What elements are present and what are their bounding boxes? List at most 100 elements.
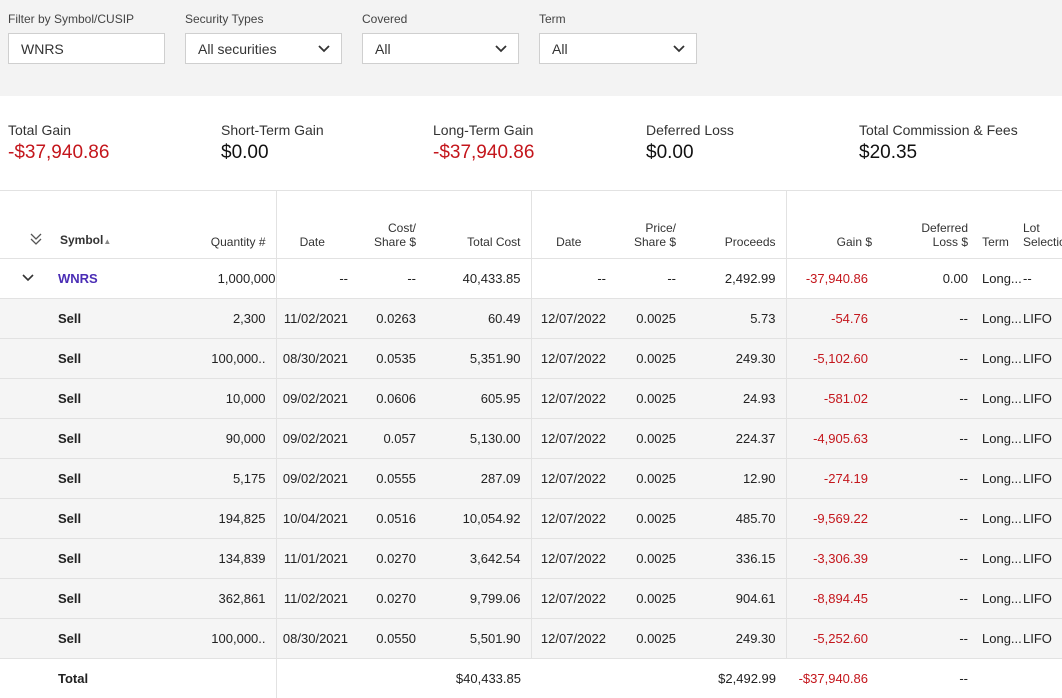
gain-cell: -9,569.22 bbox=[786, 499, 882, 539]
quantity-cell: 100,000.. bbox=[126, 619, 276, 659]
sold-date-cell: 12/07/2022 bbox=[531, 459, 616, 499]
covered-select[interactable]: All bbox=[362, 33, 519, 64]
total-cost-cell: 5,130.00 bbox=[426, 419, 531, 459]
price-share-header: Price/Share $ bbox=[616, 191, 686, 259]
proceeds-cell: 5.73 bbox=[686, 299, 786, 339]
transaction-type-cell: Sell bbox=[48, 339, 126, 379]
quantity-cell: 134,839 bbox=[126, 539, 276, 579]
symbol-link[interactable]: WNRS bbox=[58, 271, 98, 286]
gain-cell: -54.76 bbox=[786, 299, 882, 339]
total-cost-cell: 5,501.90 bbox=[426, 619, 531, 659]
transaction-type-cell: Sell bbox=[48, 579, 126, 619]
price-share-cell: 0.0025 bbox=[616, 339, 686, 379]
gain-cell: -3,306.39 bbox=[786, 539, 882, 579]
covered-value: All bbox=[375, 41, 391, 57]
lot-cell: -- bbox=[1023, 259, 1062, 299]
quantity-cell: 2,300 bbox=[126, 299, 276, 339]
total-label: Total bbox=[48, 659, 126, 698]
price-share-cell: 0.0025 bbox=[616, 299, 686, 339]
cost-share-cell: -- bbox=[358, 259, 426, 299]
symbol-column-header[interactable]: Symbol▲ bbox=[48, 191, 126, 259]
security-types-value: All securities bbox=[198, 41, 277, 57]
quantity-cell: 362,861 bbox=[126, 579, 276, 619]
term-cell: Long... bbox=[978, 299, 1023, 339]
sold-date-cell: 12/07/2022 bbox=[531, 379, 616, 419]
gain-cell: -37,940.86 bbox=[786, 259, 882, 299]
term-select[interactable]: All bbox=[539, 33, 697, 64]
price-share-cell: 0.0025 bbox=[616, 459, 686, 499]
lot-cell: LIFO bbox=[1023, 379, 1062, 419]
gain-total: -$37,940.86 bbox=[786, 659, 882, 698]
term-cell: Long... bbox=[978, 339, 1023, 379]
symbol-filter-input[interactable]: WNRS bbox=[8, 33, 165, 64]
security-types-filter: Security Types All securities bbox=[185, 12, 263, 26]
transaction-type-cell: Sell bbox=[48, 419, 126, 459]
price-share-cell: -- bbox=[616, 259, 686, 299]
sold-date-cell: 12/07/2022 bbox=[531, 619, 616, 659]
term-header: Term bbox=[978, 191, 1023, 259]
acquired-date-cell: 10/04/2021 bbox=[276, 499, 358, 539]
quantity-cell: 10,000 bbox=[126, 379, 276, 419]
transaction-type-cell: Sell bbox=[48, 539, 126, 579]
expand-row-toggle[interactable] bbox=[0, 259, 48, 299]
total-gain-stat: Total Gain -$37,940.86 bbox=[8, 122, 109, 165]
total-cost-cell: 60.49 bbox=[426, 299, 531, 339]
term-cell: Long... bbox=[978, 459, 1023, 499]
gain-cell: -5,252.60 bbox=[786, 619, 882, 659]
sold-date-header: Date bbox=[531, 191, 616, 259]
deferred-cell: -- bbox=[882, 459, 978, 499]
acquired-date-cell: -- bbox=[276, 259, 358, 299]
price-share-cell: 0.0025 bbox=[616, 579, 686, 619]
proceeds-header: Proceeds bbox=[686, 191, 786, 259]
total-cost-header: Total Cost bbox=[426, 191, 531, 259]
long-term-gain-title: Long-Term Gain bbox=[433, 122, 534, 139]
deferred-cell: -- bbox=[882, 339, 978, 379]
price-share-cell: 0.0025 bbox=[616, 419, 686, 459]
double-chevron-down-icon bbox=[29, 232, 43, 246]
total-cost-cell: 3,642.54 bbox=[426, 539, 531, 579]
transaction-type-cell: Sell bbox=[48, 459, 126, 499]
row-spacer bbox=[0, 299, 48, 339]
acquired-date-cell: 11/02/2021 bbox=[276, 579, 358, 619]
gain-summary: Total Gain -$37,940.86 Short-Term Gain $… bbox=[0, 96, 1062, 191]
short-term-gain-title: Short-Term Gain bbox=[221, 122, 324, 139]
acquired-date-cell: 08/30/2021 bbox=[276, 339, 358, 379]
row-spacer bbox=[0, 539, 48, 579]
total-cost-cell: 605.95 bbox=[426, 379, 531, 419]
deferred-cell: -- bbox=[882, 499, 978, 539]
transaction-type-cell: Sell bbox=[48, 499, 126, 539]
symbol-filter-label: Filter by Symbol/CUSIP bbox=[8, 12, 134, 26]
security-types-select[interactable]: All securities bbox=[185, 33, 342, 64]
term-cell: Long... bbox=[978, 539, 1023, 579]
gain-cell: -5,102.60 bbox=[786, 339, 882, 379]
deferred-cell: 0.00 bbox=[882, 259, 978, 299]
transaction-type-cell: Sell bbox=[48, 299, 126, 339]
table-header-row: Symbol▲ Quantity # Date Cost/Share $ Tot… bbox=[0, 191, 1062, 259]
row-spacer bbox=[0, 339, 48, 379]
deferred-cell: -- bbox=[882, 419, 978, 459]
commission-title: Total Commission & Fees bbox=[859, 122, 1018, 139]
lot-cell: LIFO bbox=[1023, 459, 1062, 499]
cost-share-cell: 0.057 bbox=[358, 419, 426, 459]
sold-date-cell: 12/07/2022 bbox=[531, 539, 616, 579]
symbol-group-row: WNRS 1,000,000 -- -- 40,433.85 -- -- 2,4… bbox=[0, 259, 1062, 299]
sort-up-icon: ▲ bbox=[103, 237, 111, 246]
gain-header: Gain $ bbox=[786, 191, 882, 259]
row-spacer bbox=[0, 579, 48, 619]
deferred-cell: -- bbox=[882, 579, 978, 619]
term-cell: Long... bbox=[978, 379, 1023, 419]
total-cost-cell: 5,351.90 bbox=[426, 339, 531, 379]
acquired-date-cell: 09/02/2021 bbox=[276, 379, 358, 419]
lot-cell: LIFO bbox=[1023, 419, 1062, 459]
security-types-label: Security Types bbox=[185, 12, 263, 26]
cost-share-cell: 0.0263 bbox=[358, 299, 426, 339]
collapse-all-toggle[interactable] bbox=[0, 191, 48, 259]
acquired-date-cell: 09/02/2021 bbox=[276, 459, 358, 499]
